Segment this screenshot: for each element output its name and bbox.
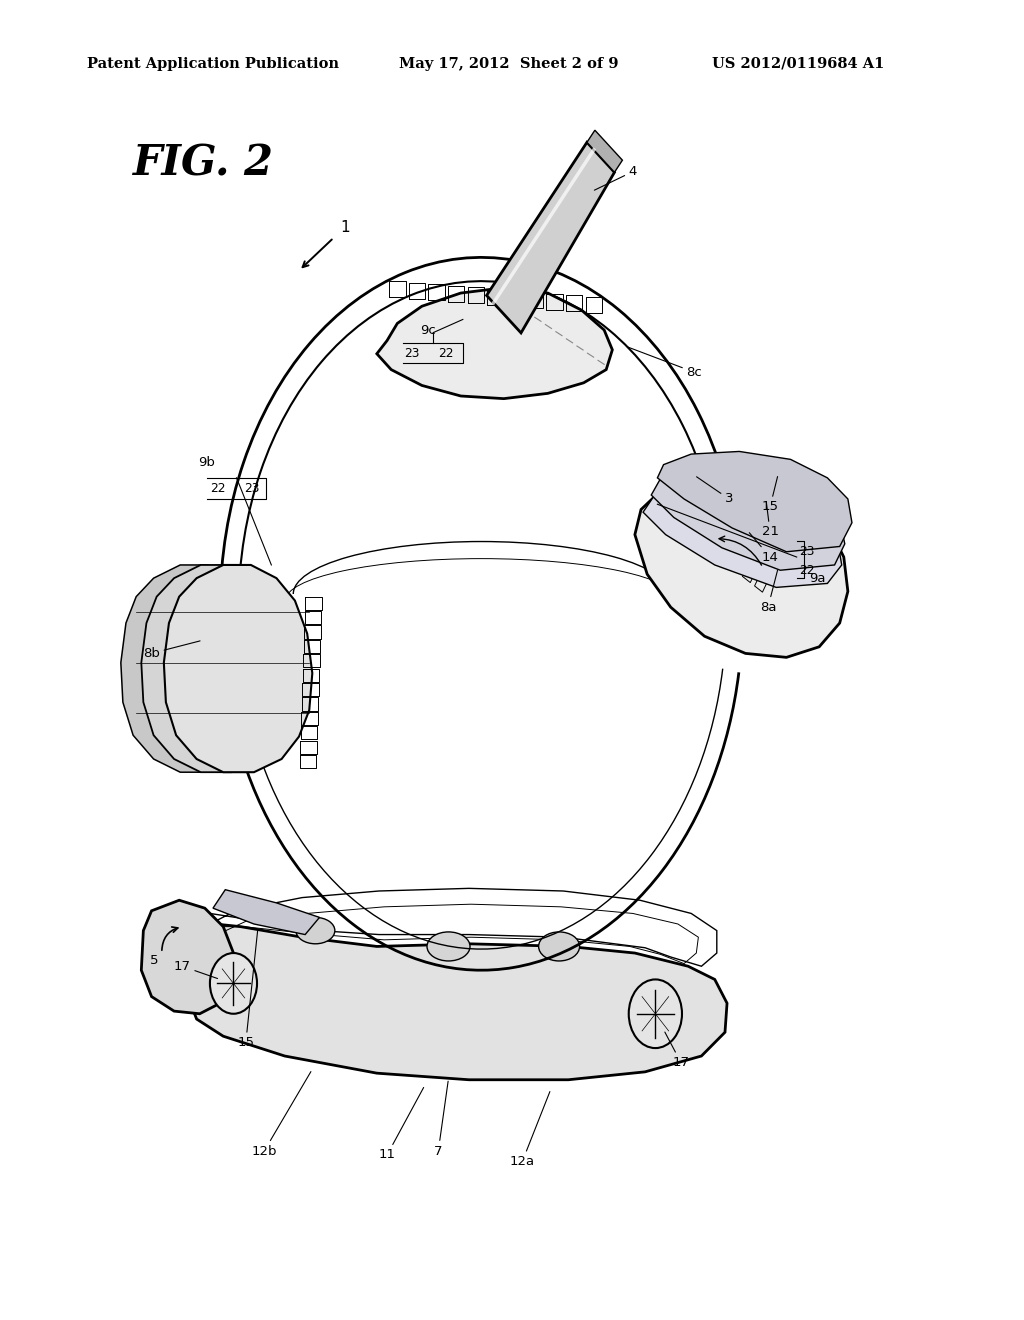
Polygon shape (141, 900, 233, 1014)
Text: 9b: 9b (199, 455, 215, 469)
Text: 23: 23 (799, 545, 814, 558)
Text: Patent Application Publication: Patent Application Publication (87, 57, 339, 71)
Polygon shape (141, 565, 290, 772)
Text: 22: 22 (210, 482, 225, 495)
Polygon shape (657, 451, 852, 552)
Polygon shape (186, 924, 727, 1080)
Ellipse shape (427, 932, 470, 961)
Text: 22: 22 (799, 564, 814, 577)
Polygon shape (643, 486, 842, 587)
Text: 5: 5 (151, 954, 159, 968)
Ellipse shape (539, 932, 580, 961)
Polygon shape (651, 470, 845, 570)
Polygon shape (121, 565, 269, 772)
Text: 15: 15 (238, 929, 258, 1049)
Text: 8c: 8c (628, 347, 702, 379)
Text: 9c: 9c (420, 323, 436, 337)
Polygon shape (587, 131, 623, 173)
Polygon shape (377, 288, 612, 399)
Ellipse shape (296, 917, 335, 944)
Text: 22: 22 (437, 347, 454, 360)
Text: 14: 14 (750, 533, 778, 564)
Text: May 17, 2012  Sheet 2 of 9: May 17, 2012 Sheet 2 of 9 (399, 57, 618, 71)
Circle shape (210, 953, 257, 1014)
Text: 23: 23 (244, 482, 259, 495)
Text: 21: 21 (762, 502, 778, 539)
Text: 23: 23 (403, 347, 420, 360)
Text: 8a: 8a (760, 570, 777, 614)
Polygon shape (164, 565, 312, 772)
Polygon shape (635, 475, 848, 657)
Text: 3: 3 (696, 477, 733, 506)
Polygon shape (213, 890, 319, 935)
Text: 11: 11 (379, 1088, 424, 1162)
Polygon shape (486, 143, 614, 333)
Text: 17: 17 (665, 1032, 689, 1069)
Circle shape (629, 979, 682, 1048)
Text: 9a: 9a (809, 572, 825, 585)
Text: 1: 1 (340, 220, 349, 235)
Text: FIG. 2: FIG. 2 (133, 143, 274, 185)
Text: 4: 4 (594, 165, 637, 190)
Text: 17: 17 (174, 960, 217, 978)
Text: 7: 7 (434, 1081, 449, 1158)
Text: 12b: 12b (252, 1072, 311, 1158)
Text: US 2012/0119684 A1: US 2012/0119684 A1 (712, 57, 884, 71)
Text: 12a: 12a (510, 1092, 550, 1168)
Text: 8b: 8b (143, 642, 200, 660)
Text: 15: 15 (762, 477, 778, 513)
